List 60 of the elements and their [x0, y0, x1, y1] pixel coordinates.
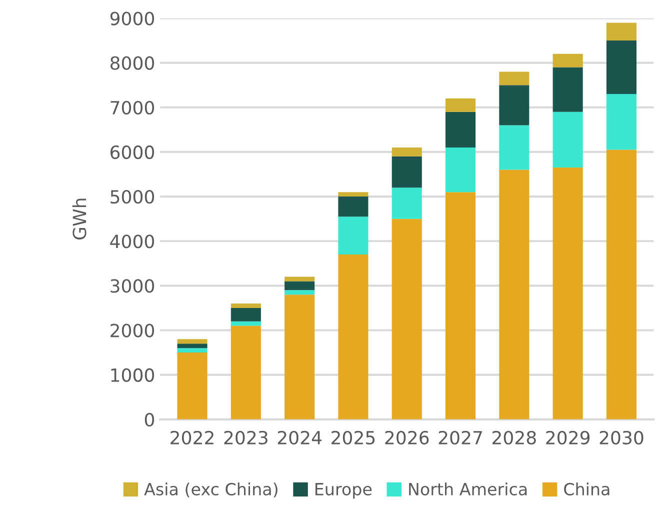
x-tick-label: 2025: [332, 430, 375, 444]
bar: [338, 216, 368, 254]
y-tick-label: 9000: [110, 12, 154, 26]
bar: [284, 294, 315, 420]
bar: [284, 281, 315, 290]
bar: [446, 112, 476, 148]
legend-label: Europe: [316, 483, 372, 499]
x-tick-label: 2027: [438, 430, 482, 444]
legend-label: Asia (exc China): [144, 482, 278, 498]
bar: [606, 22, 636, 41]
bar: [392, 148, 422, 156]
bar: [499, 85, 530, 126]
y-tick-label: 3000: [110, 279, 154, 293]
bar: [552, 168, 583, 420]
y-tick-label: 4000: [110, 234, 154, 248]
bar: [606, 94, 636, 150]
x-tick-label: 2030: [600, 430, 644, 444]
bar: [177, 352, 208, 420]
x-tick-label: 2028: [492, 430, 536, 444]
bar: [177, 344, 208, 348]
bar: [230, 308, 261, 322]
bar: [552, 54, 583, 68]
bar: [392, 188, 422, 219]
x-tick-label: 2024: [278, 430, 322, 444]
bar: [230, 321, 261, 326]
bar: [284, 290, 315, 295]
bar: [338, 192, 368, 197]
bar: [446, 98, 476, 112]
bar: [338, 196, 368, 217]
bar: [552, 112, 583, 168]
bar: [177, 339, 208, 344]
y-tick-label: 0: [144, 412, 154, 427]
bar: [606, 150, 636, 420]
bar: [284, 276, 315, 282]
bar: [552, 67, 583, 112]
y-axis-title: GWh: [72, 198, 86, 240]
y-tick-label: 8000: [110, 56, 154, 70]
y-tick-label: 2000: [110, 324, 154, 338]
bar: [499, 125, 530, 170]
bar: [230, 326, 261, 420]
bar: [230, 304, 261, 308]
y-tick-label: 1000: [111, 368, 154, 382]
bar: [446, 148, 476, 192]
x-tick-label: 2022: [170, 430, 214, 444]
legend-label: North America: [409, 482, 527, 496]
x-tick-label: 2023: [224, 430, 268, 444]
bar: [392, 156, 422, 188]
bar: [446, 192, 476, 420]
y-tick-label: 7000: [110, 100, 154, 114]
bar: [392, 218, 422, 420]
bar: [338, 254, 368, 420]
x-tick-label: 2026: [385, 430, 429, 444]
bar: [499, 170, 530, 420]
y-tick-label: 6000: [110, 145, 154, 160]
legend-label: China: [564, 482, 610, 496]
bar: [499, 72, 530, 86]
bar: [606, 40, 636, 94]
x-tick-label: 2029: [546, 430, 590, 444]
y-tick-label: 5000: [110, 190, 154, 204]
bar: [177, 348, 208, 353]
